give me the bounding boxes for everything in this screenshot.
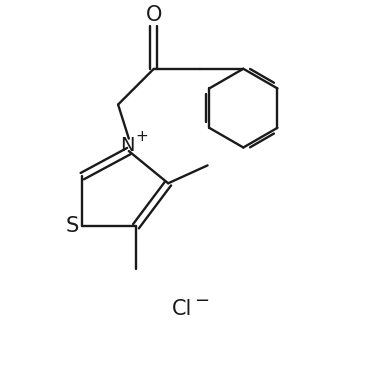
Text: N: N [120, 136, 134, 155]
Text: +: + [135, 128, 148, 143]
Text: −: − [195, 292, 210, 310]
Text: S: S [66, 216, 79, 236]
Text: O: O [146, 5, 162, 25]
Text: Cl: Cl [172, 299, 193, 319]
